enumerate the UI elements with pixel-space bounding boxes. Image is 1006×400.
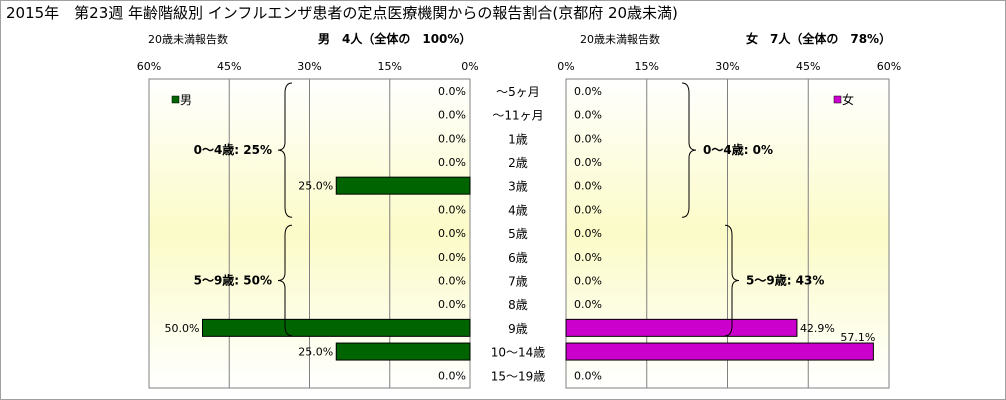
male-tick-label: 0% xyxy=(461,60,478,73)
female-value-label: 0.0% xyxy=(574,298,602,311)
female-subtitle-left: 20歳未満報告数 xyxy=(580,33,660,46)
female-value-label: 0.0% xyxy=(574,85,602,98)
category-label: 10～14歳 xyxy=(491,346,546,360)
category-label: 7歳 xyxy=(508,274,528,288)
category-label: ～5ヶ月 xyxy=(496,85,540,99)
female-tick-label: 0% xyxy=(557,60,574,73)
category-label: 15～19歳 xyxy=(491,369,546,383)
male-value-label: 50.0% xyxy=(165,322,200,335)
female-brace xyxy=(681,82,697,218)
female-value-label: 0.0% xyxy=(574,109,602,122)
female-value-label: 0.0% xyxy=(574,156,602,169)
category-label: 6歳 xyxy=(508,251,528,265)
male-value-label: 0.0% xyxy=(438,369,466,382)
male-brace xyxy=(277,82,293,218)
female-group-annotation: 5～9歳: 43% xyxy=(746,272,824,287)
female-bar xyxy=(565,342,874,361)
category-label: 9歳 xyxy=(508,322,528,336)
male-tick-label: 15% xyxy=(378,60,402,73)
female-value-label: 0.0% xyxy=(574,227,602,240)
male-value-label: 0.0% xyxy=(438,85,466,98)
category-label: 1歳 xyxy=(508,132,528,146)
female-tick-label: 15% xyxy=(635,60,659,73)
male-legend: 男 xyxy=(180,93,192,107)
male-brace xyxy=(277,224,293,337)
female-value-label: 0.0% xyxy=(574,251,602,264)
female-value-label: 0.0% xyxy=(574,132,602,145)
male-tick-label: 30% xyxy=(297,60,321,73)
female-legend-swatch xyxy=(833,95,842,104)
female-value-label: 57.1% xyxy=(840,331,875,344)
male-value-label: 0.0% xyxy=(438,156,466,169)
female-tick-label: 45% xyxy=(796,60,820,73)
male-value-label: 0.0% xyxy=(438,274,466,287)
female-value-label: 0.0% xyxy=(574,369,602,382)
male-subtitle-left: 20歳未満報告数 xyxy=(148,33,228,46)
male-value-label: 0.0% xyxy=(438,298,466,311)
category-label: 3歳 xyxy=(508,180,528,194)
category-label: 4歳 xyxy=(508,203,528,217)
male-bar xyxy=(335,176,471,195)
category-label: 5歳 xyxy=(508,227,528,241)
chart-title: 2015年 第23週 年齢階級別 インフルエンザ患者の定点医療機関からの報告割合… xyxy=(6,4,678,22)
male-value-label: 0.0% xyxy=(438,227,466,240)
female-brace xyxy=(724,224,740,337)
female-subtitle: 女 7人（全体の 78%） xyxy=(746,31,891,46)
male-bar xyxy=(202,318,471,337)
male-value-label: 0.0% xyxy=(438,251,466,264)
female-value-label: 42.9% xyxy=(800,322,835,335)
male-tick-label: 45% xyxy=(217,60,241,73)
male-subtitle: 男 4人（全体の 100%） xyxy=(318,31,471,46)
female-value-label: 0.0% xyxy=(574,180,602,193)
male-value-label: 25.0% xyxy=(298,180,333,193)
female-bar xyxy=(565,318,798,337)
male-bar xyxy=(335,342,471,361)
male-value-label: 0.0% xyxy=(438,132,466,145)
female-value-label: 0.0% xyxy=(574,274,602,287)
category-label: 2歳 xyxy=(508,156,528,170)
male-value-label: 0.0% xyxy=(438,109,466,122)
male-group-annotation: 5～9歳: 50% xyxy=(194,272,272,287)
female-value-label: 0.0% xyxy=(574,203,602,216)
category-label: 8歳 xyxy=(508,298,528,312)
male-group-annotation: 0～4歳: 25% xyxy=(194,142,272,157)
female-tick-label: 60% xyxy=(877,60,901,73)
male-legend-swatch xyxy=(171,95,180,104)
male-tick-label: 60% xyxy=(137,60,161,73)
female-group-annotation: 0～4歳: 0% xyxy=(703,142,773,157)
male-value-label: 0.0% xyxy=(438,203,466,216)
male-value-label: 25.0% xyxy=(298,346,333,359)
female-legend: 女 xyxy=(842,92,854,107)
female-tick-label: 30% xyxy=(715,60,739,73)
category-label: ～11ヶ月 xyxy=(492,109,543,123)
